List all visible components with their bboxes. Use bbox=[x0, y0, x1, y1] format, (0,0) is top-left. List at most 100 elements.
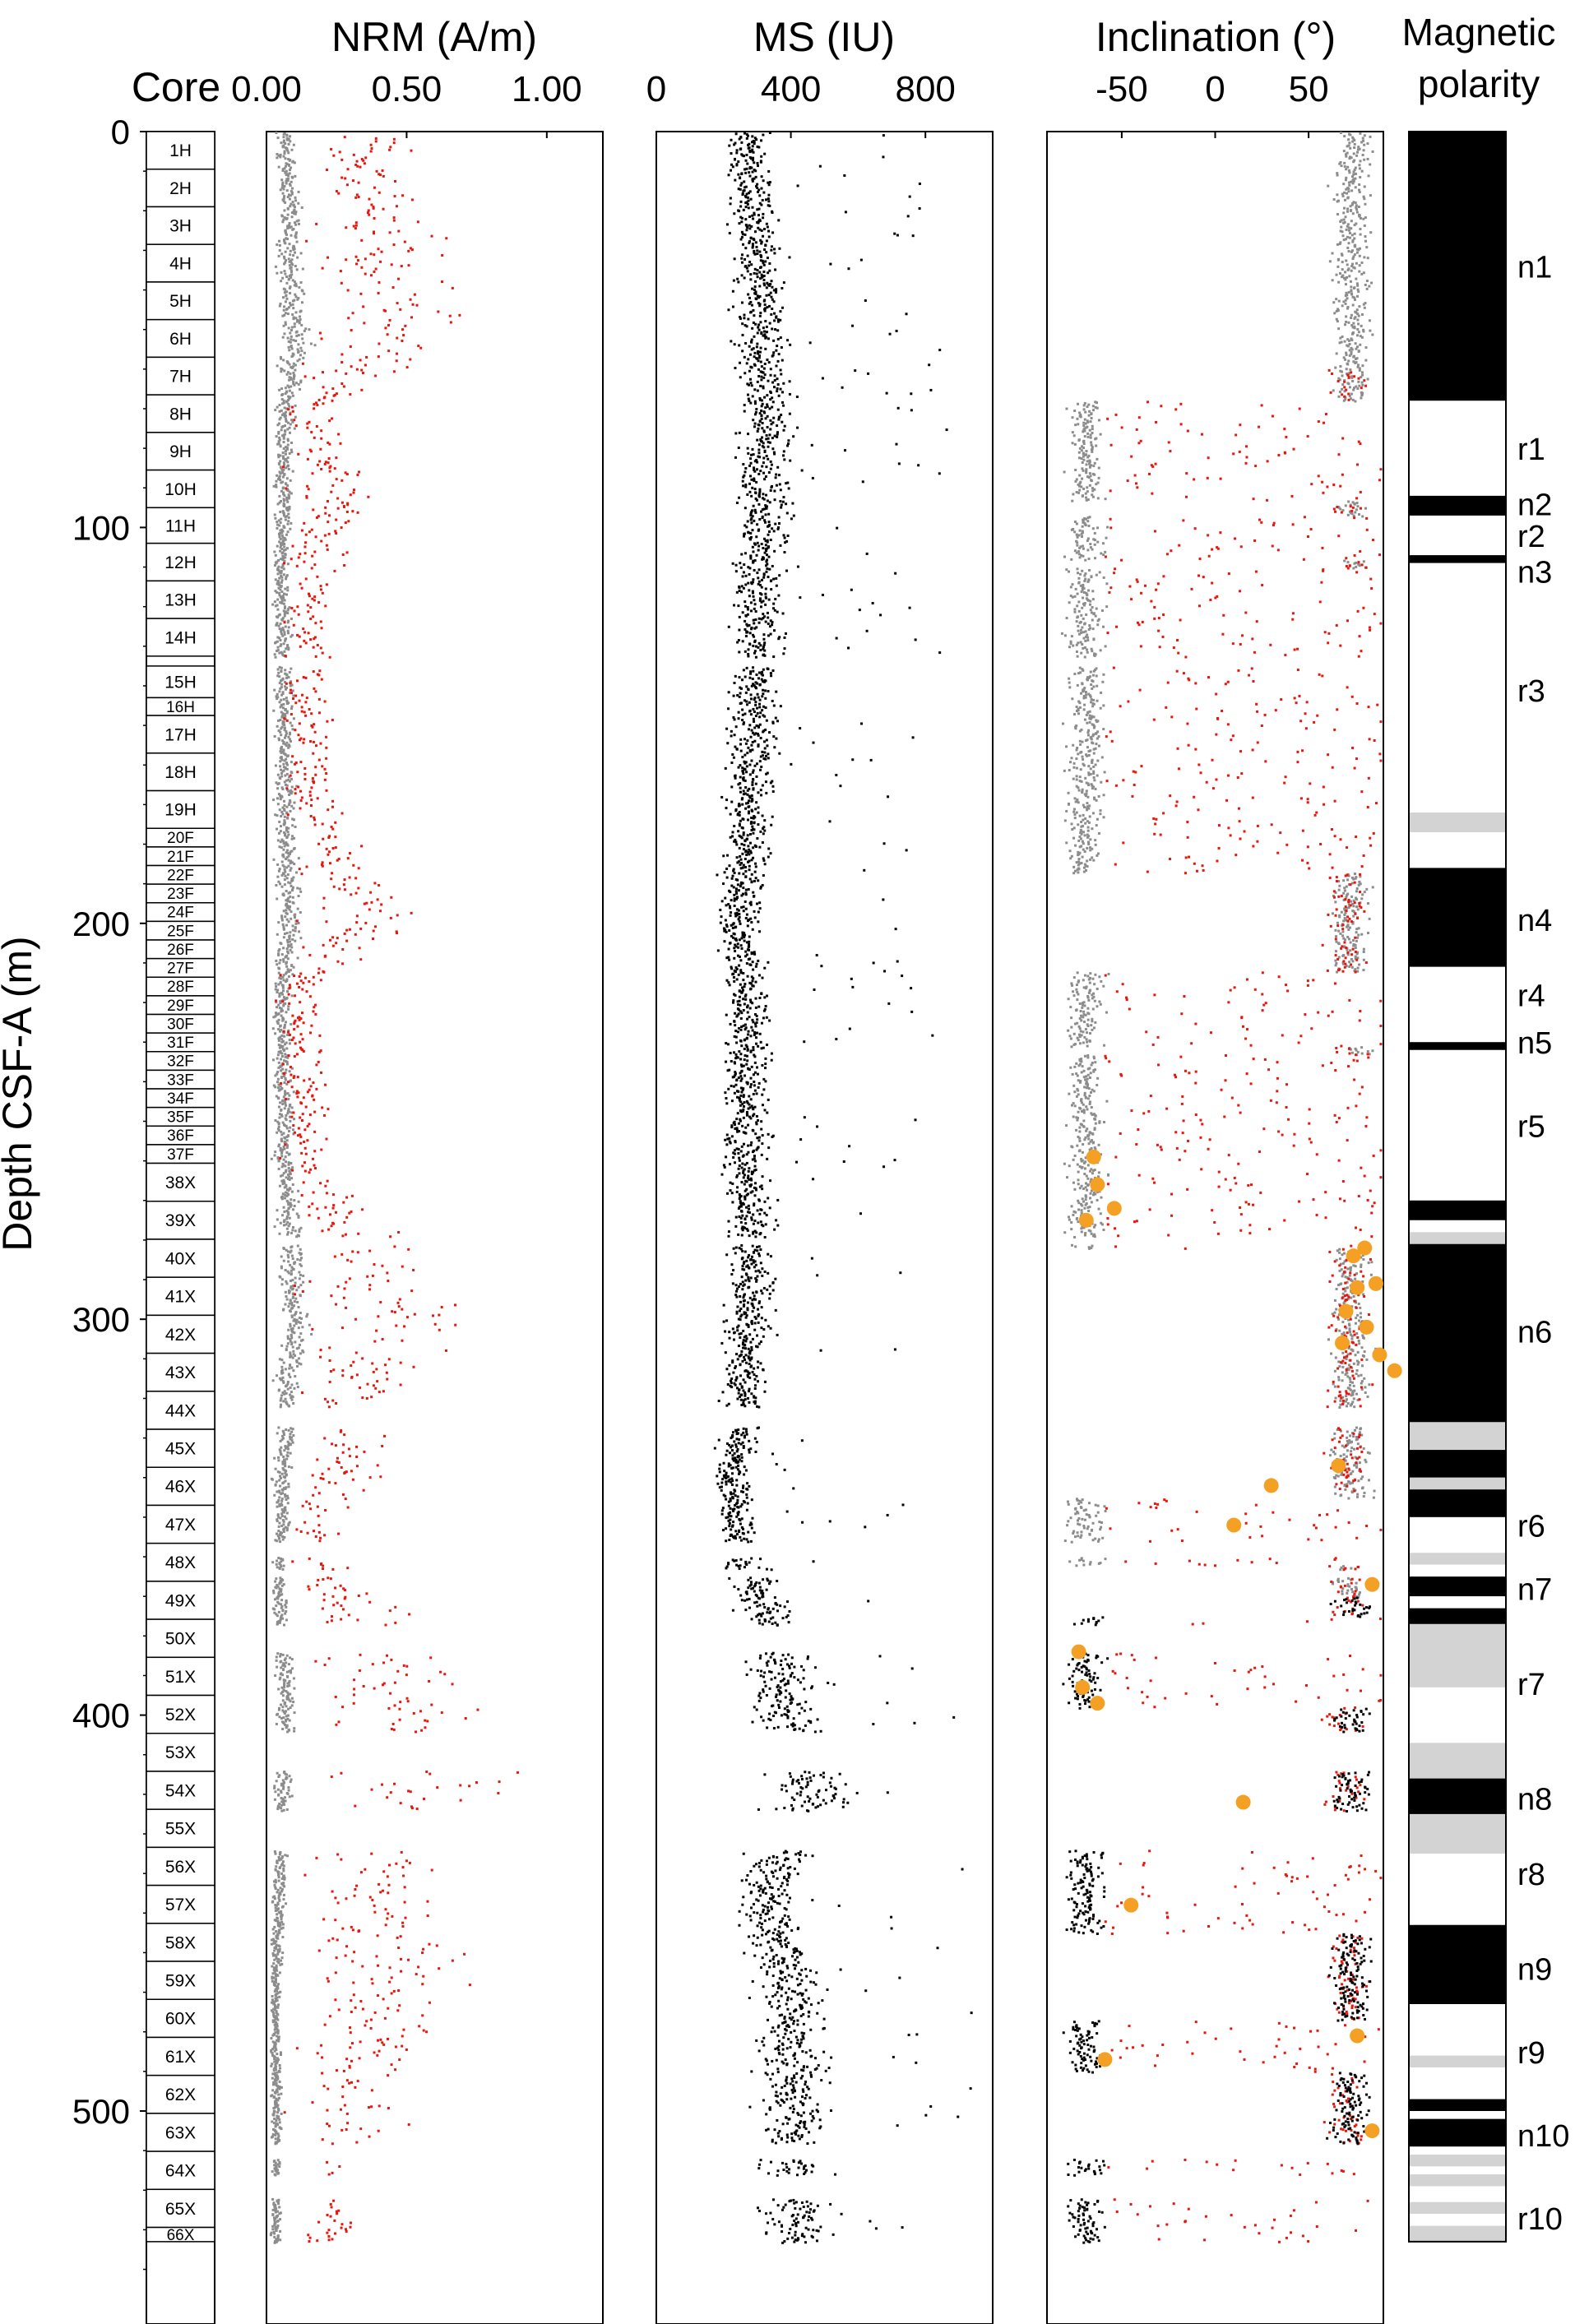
nrm-point-before bbox=[285, 547, 289, 550]
nrm-point-after bbox=[297, 613, 300, 616]
nrm-point-after bbox=[362, 1488, 365, 1492]
ms-point bbox=[780, 345, 783, 349]
nrm-point-after bbox=[345, 226, 348, 229]
nrm-point-before bbox=[273, 2101, 276, 2104]
ms-point bbox=[734, 563, 738, 567]
nrm-point-after bbox=[321, 651, 324, 655]
nrm-point-before bbox=[285, 447, 289, 450]
nrm-point-after bbox=[321, 864, 324, 868]
nrm-point-before bbox=[280, 1499, 284, 1502]
ms-point bbox=[762, 493, 765, 496]
nrm-point-before bbox=[284, 1100, 287, 1104]
ms-point bbox=[775, 288, 778, 291]
nrm-point-after bbox=[350, 1210, 353, 1213]
nrm-point-before bbox=[285, 924, 288, 927]
ms-point bbox=[757, 368, 760, 371]
ms-point bbox=[766, 567, 769, 571]
nrm-point-before bbox=[278, 1945, 281, 1948]
nrm-point-after bbox=[311, 1095, 314, 1098]
nrm-point-after bbox=[373, 1904, 376, 1907]
nrm-point-before bbox=[282, 1224, 285, 1227]
nrm-point-before bbox=[276, 442, 280, 446]
ms-point bbox=[744, 159, 748, 162]
nrm-point-before bbox=[293, 325, 296, 328]
nrm-point-before bbox=[278, 438, 281, 442]
core-label: 64X bbox=[165, 2162, 196, 2181]
nrm-point-after bbox=[360, 238, 364, 242]
nrm-point-after bbox=[326, 499, 329, 502]
ms-point bbox=[757, 356, 761, 359]
nrm-point-before bbox=[289, 1451, 292, 1455]
nrm-point-before bbox=[277, 442, 280, 445]
ms-point bbox=[751, 326, 754, 330]
nrm-point-before bbox=[287, 1163, 290, 1166]
nrm-point-before bbox=[281, 1609, 285, 1613]
ms-point bbox=[751, 590, 754, 593]
nrm-point-before bbox=[290, 215, 294, 219]
nrm-point-before bbox=[280, 725, 284, 729]
nrm-point-before bbox=[275, 1968, 278, 1971]
nrm-point-before bbox=[289, 1780, 292, 1784]
nrm-point-before bbox=[275, 1659, 278, 1662]
nrm-point-after bbox=[284, 1143, 287, 1146]
nrm-point-after bbox=[453, 1303, 456, 1307]
nrm-point-before bbox=[276, 1623, 279, 1626]
nrm-point-before bbox=[290, 635, 293, 638]
nrm-point-after bbox=[308, 2240, 311, 2243]
nrm-point-after bbox=[354, 196, 358, 199]
nrm-point-before bbox=[288, 1042, 291, 1045]
ms-point bbox=[751, 148, 754, 151]
nrm-point-before bbox=[289, 1119, 292, 1123]
nrm-point-after bbox=[349, 2225, 352, 2229]
ms-point bbox=[733, 212, 736, 215]
nrm-point-after bbox=[316, 463, 319, 466]
nrm-point-after bbox=[314, 622, 317, 625]
nrm-point-before bbox=[279, 1025, 282, 1028]
ms-point bbox=[767, 204, 770, 207]
ms-point bbox=[753, 477, 756, 480]
nrm-point-after bbox=[321, 765, 324, 768]
nrm-point-before bbox=[277, 1876, 280, 1879]
ms-point bbox=[766, 539, 769, 542]
ms-point bbox=[864, 299, 867, 303]
ms-point bbox=[771, 231, 775, 234]
nrm-point-before bbox=[288, 793, 291, 796]
nrm-point-before bbox=[285, 1280, 288, 1283]
nrm-point-before bbox=[279, 1959, 282, 1962]
nrm-title: NRM (A/m) bbox=[331, 14, 537, 60]
nrm-point-before bbox=[271, 1379, 275, 1382]
nrm-point-before bbox=[278, 845, 281, 849]
nrm-point-before bbox=[287, 1098, 290, 1101]
nrm-point-before bbox=[284, 321, 287, 324]
nrm-point-before bbox=[283, 1073, 286, 1076]
ms-point bbox=[762, 274, 766, 277]
nrm-point-before bbox=[280, 544, 283, 547]
nrm-point-before bbox=[290, 1354, 293, 1358]
nrm-point-before bbox=[291, 312, 294, 316]
nrm-point-before bbox=[281, 1706, 285, 1709]
nrm-point-after bbox=[359, 2040, 362, 2044]
nrm-point-after bbox=[345, 939, 349, 942]
nrm-point-before bbox=[278, 993, 281, 997]
ms-point bbox=[729, 169, 732, 172]
nrm-point-before bbox=[290, 771, 294, 775]
nrm-point-before bbox=[282, 1017, 285, 1021]
nrm-point-before bbox=[272, 2106, 276, 2109]
nrm-point-before bbox=[286, 1451, 290, 1454]
ms-point bbox=[777, 474, 781, 477]
nrm-point-after bbox=[320, 2044, 323, 2047]
nrm-point-before bbox=[292, 211, 295, 215]
nrm-point-after bbox=[359, 958, 363, 961]
nrm-point-before bbox=[280, 1114, 284, 1118]
nrm-point-before bbox=[293, 221, 296, 225]
nrm-point-before bbox=[277, 793, 280, 796]
nrm-point-before bbox=[282, 742, 285, 745]
nrm-point-before bbox=[274, 516, 277, 520]
nrm-point-before bbox=[285, 1215, 289, 1218]
nrm-point-before bbox=[280, 758, 284, 762]
nrm-point-before bbox=[290, 1314, 294, 1317]
nrm-point-before bbox=[284, 1155, 287, 1159]
ms-point bbox=[764, 521, 767, 524]
ms-point bbox=[841, 386, 844, 389]
nrm-point-before bbox=[295, 334, 299, 337]
